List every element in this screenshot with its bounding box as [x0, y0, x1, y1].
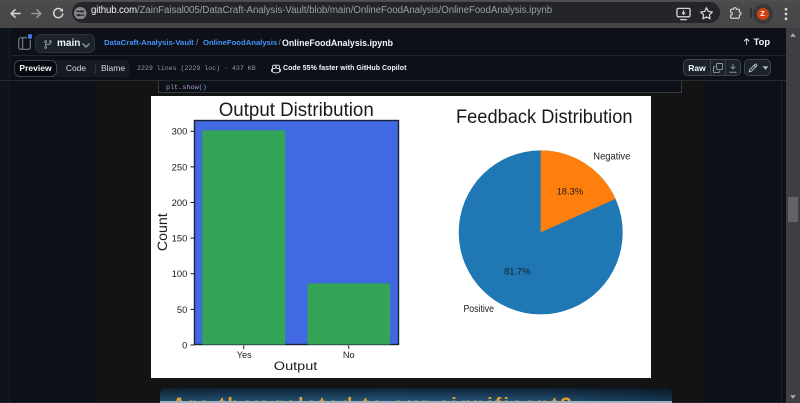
svg-text:81.7%: 81.7% — [504, 266, 530, 276]
svg-text:200: 200 — [172, 197, 188, 208]
svg-text:Output Distribution: Output Distribution — [219, 99, 374, 121]
svg-text:Feedback Distribution: Feedback Distribution — [456, 106, 633, 128]
svg-text:Yes: Yes — [237, 350, 252, 360]
svg-text:Negative: Negative — [593, 151, 630, 162]
svg-text:No: No — [343, 350, 355, 360]
svg-text:50: 50 — [177, 304, 187, 315]
svg-text:100: 100 — [172, 268, 188, 279]
svg-text:Count: Count — [155, 213, 171, 251]
svg-text:300: 300 — [172, 126, 188, 137]
svg-text:18.3%: 18.3% — [557, 185, 584, 196]
svg-text:150: 150 — [172, 233, 188, 244]
svg-text:250: 250 — [172, 161, 188, 172]
svg-text:0: 0 — [182, 339, 187, 350]
svg-text:Positive: Positive — [464, 304, 495, 315]
svg-text:Output: Output — [274, 359, 318, 373]
